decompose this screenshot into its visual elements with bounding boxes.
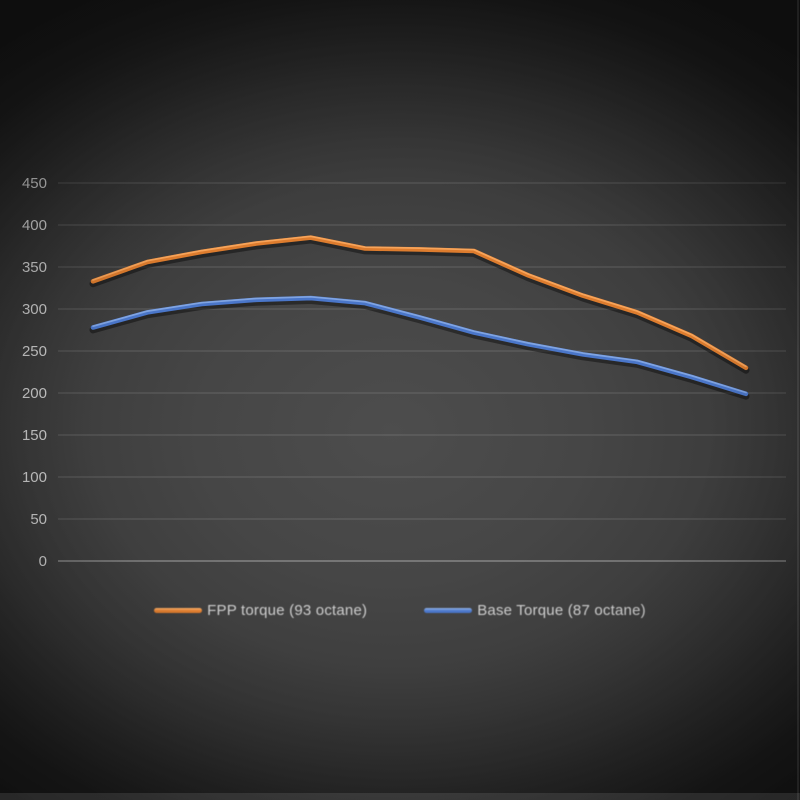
legend-item-base-torque: Base Torque (87 octane)	[424, 602, 646, 619]
y-axis-tick-label: 250	[22, 343, 47, 360]
series-line-fpp-torque	[90, 235, 749, 371]
y-axis-tick-label: 150	[22, 427, 47, 444]
chart-legend: FPP torque (93 octane) Base Torque (87 o…	[0, 599, 800, 621]
legend-label-fpp-torque: FPP torque (93 octane)	[207, 601, 368, 619]
legend-swatch-fpp-torque	[154, 607, 203, 613]
series-highlight-1	[92, 295, 747, 394]
y-axis-tick-label: 0	[39, 553, 47, 570]
legend-item-fpp-torque: FPP torque (93 octane)	[154, 602, 367, 619]
y-axis-tick-label: 100	[22, 469, 47, 486]
series-shadow-1	[89, 297, 750, 400]
series-highlight-0	[92, 235, 747, 368]
y-axis-tick-label: 400	[22, 217, 47, 234]
bottom-edge-strip	[0, 793, 800, 800]
y-axis-tick-label: 50	[30, 511, 47, 528]
y-axis-tick-label: 300	[22, 301, 47, 318]
y-axis-tick-label: 350	[22, 259, 47, 276]
y-axis-tick-label: 200	[22, 385, 47, 402]
legend-swatch-base-torque	[424, 607, 473, 613]
legend-label-base-torque: Base Torque (87 octane)	[477, 601, 646, 619]
right-edge-strip	[797, 0, 799, 800]
y-axis-tick-label: 450	[22, 175, 47, 192]
series-line-base-torque	[90, 295, 749, 397]
